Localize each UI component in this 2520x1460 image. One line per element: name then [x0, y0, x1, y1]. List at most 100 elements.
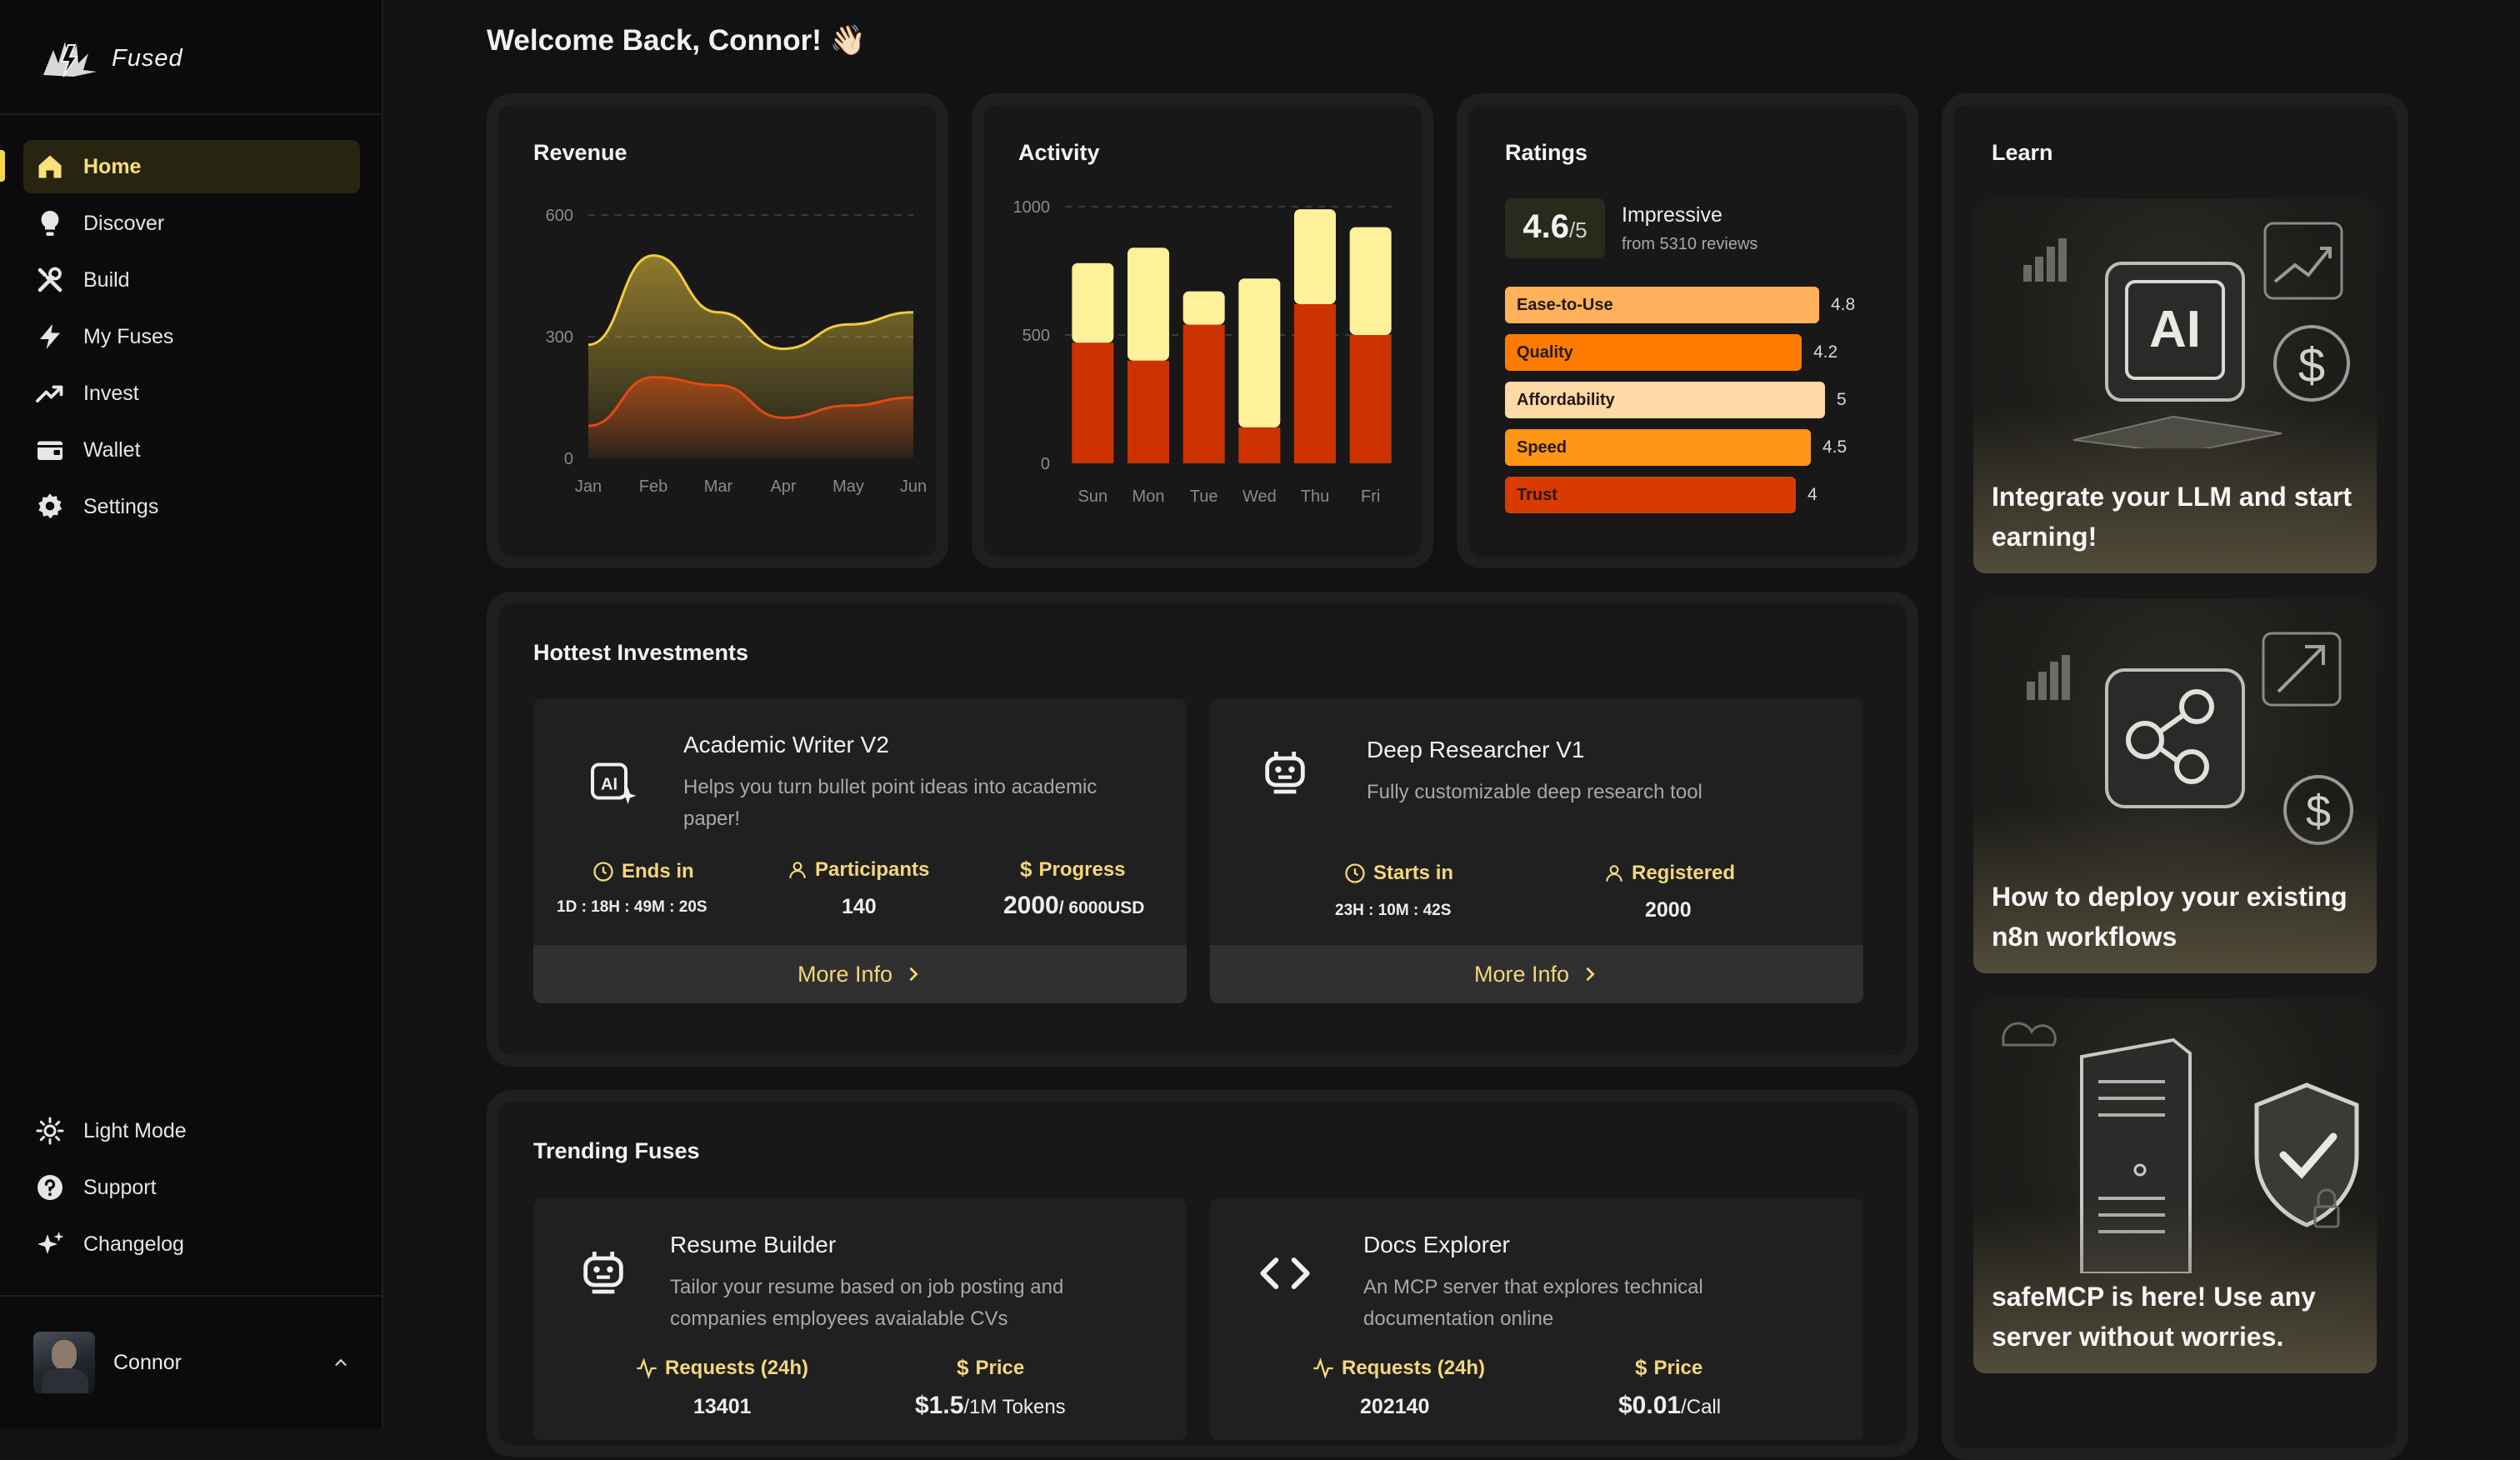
sidebar-item-label: Home — [83, 154, 142, 178]
page-title: Welcome Back, Connor! 👋🏻 — [487, 24, 867, 57]
rating-score: 4.6 — [1522, 208, 1569, 245]
sidebar-item-light-mode[interactable]: Light Mode — [23, 1104, 360, 1158]
x-tick-label: Apr — [770, 478, 796, 496]
sidebar-item-label: Support — [83, 1175, 157, 1199]
learn-tile-safemcp[interactable]: safeMCP is here! Use any server without … — [1973, 998, 2377, 1373]
user-name: Connor — [113, 1350, 182, 1374]
trend-icon — [36, 385, 63, 402]
sidebar-divider — [0, 113, 382, 115]
stat-label: Price — [1653, 1356, 1703, 1379]
tile-shade — [1973, 807, 2377, 973]
series-line — [588, 376, 914, 428]
revenue-chart: 0 300 600 Jan Feb Mar Apr May Jun — [546, 207, 928, 496]
chevron-right-icon — [1586, 968, 1595, 981]
fuse-name: Docs Explorer — [1363, 1232, 1510, 1258]
sidebar-item-label: Invest — [83, 381, 139, 405]
more-info-button[interactable]: More Info — [1210, 945, 1863, 1003]
sidebar-divider — [0, 1295, 382, 1297]
sidebar-item-label: Light Mode — [83, 1118, 187, 1142]
stat-suffix: /1M Tokens — [963, 1396, 1066, 1418]
y-tick-label: 600 — [546, 207, 573, 225]
stat-label: Progress — [1038, 858, 1126, 881]
sidebar-item-build[interactable]: Build — [23, 253, 360, 307]
investment-card-deep-researcher: Deep Researcher V1 Fully customizable de… — [1210, 698, 1863, 1003]
bolt-icon — [40, 324, 60, 349]
svg-text:$: $ — [2298, 338, 2325, 392]
fuse-card-docs-explorer[interactable]: Docs Explorer An MCP server that explore… — [1210, 1198, 1863, 1440]
wallet-icon — [38, 441, 62, 460]
chevron-up-icon — [335, 1358, 347, 1366]
stat-registered: Registered — [1603, 862, 1735, 885]
sparkle-icon — [38, 1232, 64, 1254]
bar-segment — [1128, 248, 1169, 361]
stat-value: 2000 — [1645, 898, 1692, 922]
fuse-description: An MCP server that explores technical do… — [1363, 1276, 1703, 1330]
rating-value: 4.2 — [1813, 342, 1838, 362]
more-info-button[interactable]: More Info — [533, 945, 1187, 1003]
share-nodes-icon: $ — [2027, 632, 2353, 845]
fuse-card-resume-builder[interactable]: Resume Builder Tailor your resume based … — [533, 1198, 1187, 1440]
clock-icon — [1345, 863, 1365, 883]
clock-icon — [593, 862, 613, 882]
stat-participants: Participants — [787, 858, 929, 882]
user-menu[interactable]: Connor — [33, 1332, 350, 1393]
series-line — [588, 254, 914, 351]
learn-tile-llm[interactable]: AI $ Integrate your LLM and start earnin… — [1973, 198, 2377, 573]
sidebar-item-settings[interactable]: Settings — [23, 480, 360, 533]
stat-label: Participants — [815, 858, 930, 881]
investment-name: Deep Researcher V1 — [1367, 737, 1585, 762]
bar-segment — [1072, 342, 1114, 463]
x-tick-label: May — [832, 478, 864, 496]
stat-value: 140 — [842, 895, 877, 918]
rating-verdict: Impressive — [1622, 203, 1722, 227]
stat-progress-value: 2000/ 6000USD — [1003, 892, 1144, 920]
help-icon — [38, 1175, 62, 1200]
robot-icon — [1265, 752, 1305, 794]
learn-tile-text: How to deploy your existing n8n workflow… — [1992, 882, 2348, 952]
rating-value: 4 — [1808, 485, 1818, 504]
robot-icon — [583, 1252, 623, 1294]
sidebar-item-invest[interactable]: Invest — [23, 367, 360, 420]
user-icon — [789, 862, 806, 878]
stat-requests: Requests (24h) — [635, 1357, 808, 1380]
x-tick-label: Sun — [1078, 488, 1108, 506]
sidebar-item-my-fuses[interactable]: My Fuses — [23, 310, 360, 363]
x-tick-label: Tue — [1190, 488, 1218, 506]
x-tick-label: Mon — [1132, 488, 1165, 506]
sidebar-item-support[interactable]: Support — [23, 1161, 360, 1214]
y-tick-label: 0 — [564, 450, 573, 468]
stat-label: Price — [975, 1356, 1025, 1379]
sidebar-item-wallet[interactable]: Wallet — [23, 423, 360, 477]
x-tick-label: Jun — [900, 478, 927, 496]
sidebar: Fused Home Discover Build My Fuses Inves… — [0, 0, 383, 1428]
bar-segment — [1349, 335, 1392, 463]
app-logo[interactable]: Fused — [40, 37, 183, 80]
investments-title: Hottest Investments — [533, 640, 749, 665]
bar-segment — [1182, 324, 1225, 463]
dollar-icon: $ — [1020, 857, 1032, 882]
sidebar-item-home[interactable]: Home — [23, 140, 360, 193]
gear-icon — [38, 493, 62, 519]
tools-icon — [38, 267, 62, 292]
sidebar-item-discover[interactable]: Discover — [23, 197, 360, 250]
fuse-name: Resume Builder — [670, 1232, 837, 1258]
learn-title: Learn — [1992, 140, 2053, 165]
investment-description: Fully customizable deep research tool — [1367, 781, 1702, 803]
rating-value: 4.8 — [1831, 295, 1856, 314]
rating-bar: Quality — [1505, 334, 1802, 371]
sidebar-item-label: Discover — [83, 211, 165, 235]
stat-price-value: $0.01/Call — [1618, 1392, 1721, 1420]
sidebar-item-changelog[interactable]: Changelog — [23, 1218, 360, 1271]
learn-tile-n8n[interactable]: $ How to deploy your existing n8n workfl… — [1973, 598, 2377, 973]
rating-bar: Affordability — [1505, 382, 1825, 418]
bar-segment — [1238, 278, 1281, 428]
pulse-icon — [1313, 1358, 1333, 1379]
y-tick-label: 300 — [546, 328, 573, 347]
x-tick-label: Feb — [639, 478, 668, 496]
bar-segment — [1349, 227, 1392, 335]
chevron-right-icon — [909, 968, 918, 981]
tile-shade — [1973, 407, 2377, 573]
bar-segment — [1072, 262, 1114, 343]
stat-label: Requests (24h) — [1342, 1357, 1486, 1379]
bar-segment — [1294, 209, 1336, 305]
